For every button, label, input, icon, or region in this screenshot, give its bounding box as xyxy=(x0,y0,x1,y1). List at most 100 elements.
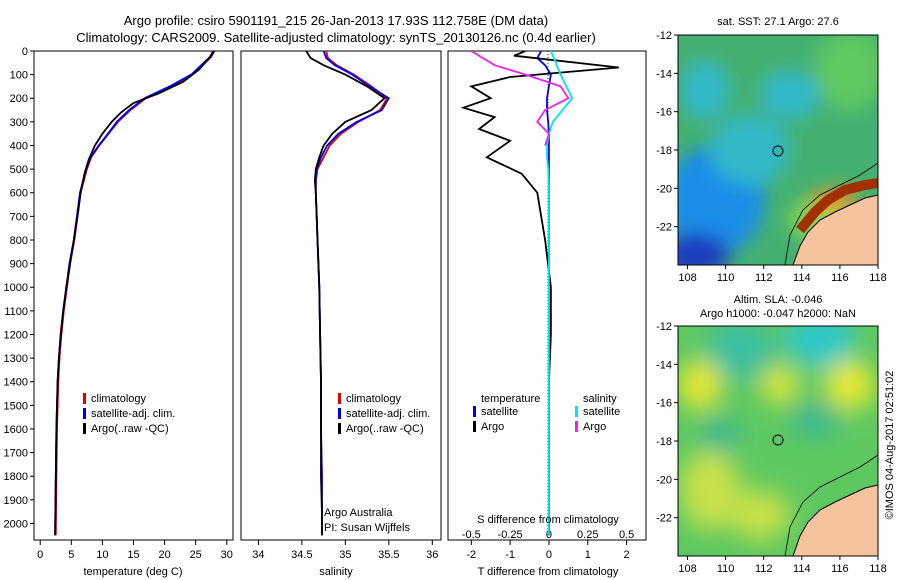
temperature-panel: 0100200300400500600700800900100011001200… xyxy=(4,46,234,578)
x-tick-label: 35.5 xyxy=(378,549,399,561)
series-line-argo xyxy=(470,51,570,146)
sla-blob xyxy=(790,402,840,438)
sst-blob xyxy=(815,35,878,110)
x-tick-label: 34.5 xyxy=(291,549,312,561)
sla-shelf-contour xyxy=(784,454,878,556)
title-line-1: Argo profile: csiro 5901191_215 26-Jan-2… xyxy=(124,13,548,28)
x-tick-label: 2 xyxy=(624,549,630,561)
map-lat-label: -18 xyxy=(656,436,672,448)
salinity-panel: 34 34.5 35 35.5 36 climatology satellite-adj.… xyxy=(240,50,442,578)
depth-tick-label: 600 xyxy=(10,188,28,200)
depth-tick-label: 1800 xyxy=(4,471,28,483)
depth-tick-label: 1900 xyxy=(4,495,28,507)
map-lon-label: 118 xyxy=(869,563,887,575)
map-lat-label: -20 xyxy=(656,474,672,486)
sla-blob xyxy=(705,326,775,380)
depth-tick-label: 1300 xyxy=(4,353,28,365)
map-lon-label: 116 xyxy=(831,563,849,575)
depth-tick-label: 0 xyxy=(22,46,28,58)
map-lat-label: -12 xyxy=(656,321,672,333)
temperature-series xyxy=(54,51,216,536)
sla-blob xyxy=(762,367,798,403)
depth-tick-label: 200 xyxy=(10,93,28,105)
depth-tick-label: 1500 xyxy=(4,400,28,412)
depth-tick-labels: 0 100 200 300 400 500 600 700 800 900 1000 1100 1200… xyxy=(4,46,34,530)
sla-map-subtitle: Argo h1000: -0.047 h2000: NaN xyxy=(700,308,856,320)
s-diff-tick-label: -0.25 xyxy=(498,529,523,541)
sla-map-tick-labels: 108 110 112 114 116 118 -12 -14 -16 -18 -20 -22 xyxy=(656,321,887,575)
sla-blob xyxy=(825,360,875,410)
legend-swatch xyxy=(83,393,86,404)
legend-label: Argo xyxy=(583,421,606,433)
temperature-tick-labels: 0 5 10 15 20 25 30 xyxy=(37,540,233,561)
sst-map-title: sat. SST: 27.1 Argo: 27.6 xyxy=(717,16,839,28)
t-difference-xlabel: T difference from climatology xyxy=(478,566,619,578)
depth-tick-label: 1000 xyxy=(4,282,28,294)
difference-series xyxy=(460,51,619,536)
depth-tick-label: 300 xyxy=(10,117,28,129)
salinity-xlabel: salinity xyxy=(319,566,353,578)
depth-tick-label: 700 xyxy=(10,211,28,223)
map-lat-label: -14 xyxy=(656,359,672,371)
sla-blob xyxy=(680,450,740,530)
map-lon-label: 114 xyxy=(793,563,811,575)
x-tick-label: 20 xyxy=(158,549,170,561)
sst-blob xyxy=(680,60,730,120)
sla-map-title: Altim. SLA: -0.046 xyxy=(734,294,823,306)
depth-tick-label: 500 xyxy=(10,164,28,176)
x-tick-label: 10 xyxy=(96,549,108,561)
legend-swatch xyxy=(473,421,476,432)
legend-label: Argo(..raw -QC) xyxy=(91,423,169,435)
sla-blobs xyxy=(678,326,875,540)
sla-map-panel: Altim. SLA: -0.046 Argo h1000: -0.047 h2… xyxy=(656,294,887,575)
depth-tick-label: 1200 xyxy=(4,329,28,341)
x-tick-label: 0 xyxy=(37,549,43,561)
temperature-xlabel: temperature (deg C) xyxy=(83,566,182,578)
sst-coast-band xyxy=(796,178,878,234)
legend-swatch xyxy=(473,406,476,417)
depth-tick-label: 1100 xyxy=(4,306,28,318)
sla-land xyxy=(793,485,878,556)
x-tick-label: 34 xyxy=(252,549,264,561)
map-lat-label: -18 xyxy=(656,145,672,157)
depth-tick-label: 2000 xyxy=(4,518,28,530)
depth-tick-label: 800 xyxy=(10,235,28,247)
map-lat-label: -12 xyxy=(656,30,672,42)
legend-label: climatology xyxy=(346,393,402,405)
salinity-legend: climatology satellite-adj. clim. Argo(..ra… xyxy=(338,393,430,435)
s-difference-label: S difference from climatology xyxy=(477,514,619,526)
salinity-tick-labels: 34 34.5 35 35.5 36 xyxy=(252,540,438,561)
x-tick-label: -1 xyxy=(505,549,515,561)
difference-axes-frame xyxy=(447,50,647,541)
depth-tick-label: 1600 xyxy=(4,424,28,436)
x-tick-label: 5 xyxy=(68,549,74,561)
legend-label: climatology xyxy=(91,393,147,405)
map-lon-label: 112 xyxy=(755,563,773,575)
s-diff-tick-label: -0.5 xyxy=(462,529,481,541)
x-tick-label: 0 xyxy=(546,549,552,561)
sst-shelf-contour xyxy=(784,162,878,265)
series-line-argo-raw-qc- xyxy=(305,51,386,536)
argo-australia-label: Argo Australia xyxy=(324,507,393,519)
sla-blob xyxy=(700,417,740,453)
map-lat-label: -14 xyxy=(656,68,672,80)
sla-blob xyxy=(730,490,790,540)
x-tick-label: 36 xyxy=(426,549,438,561)
depth-tick-label: 100 xyxy=(10,70,28,82)
series-line-satellite xyxy=(546,51,574,536)
legend-label: Argo xyxy=(481,421,504,433)
legend-label: satellite xyxy=(481,406,518,418)
depth-tick-label: 400 xyxy=(10,140,28,152)
temperature-axes-frame xyxy=(33,50,234,541)
sst-blob xyxy=(710,115,790,185)
map-lon-label: 110 xyxy=(717,272,735,284)
s-diff-tick-label: 0.5 xyxy=(619,529,634,541)
sst-blob xyxy=(760,70,820,120)
depth-tick-label: 900 xyxy=(10,259,28,271)
sst-blob xyxy=(678,233,730,265)
legend-swatch xyxy=(338,393,341,404)
pi-label: PI: Susan Wijffels xyxy=(324,522,410,534)
imos-timestamp: ©IMOS 04-Aug-2017 02:51:02 xyxy=(884,371,896,520)
